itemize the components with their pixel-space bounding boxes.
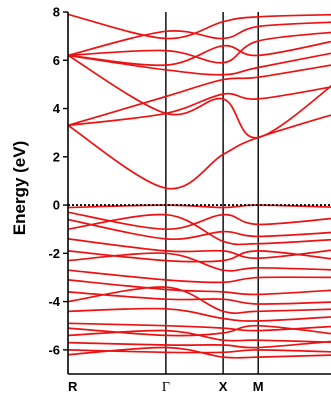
- energy-band-line: [68, 218, 331, 241]
- energy-band-line: [68, 213, 331, 246]
- kpoint-separators: [165, 12, 259, 374]
- y-tick-label: 2: [53, 149, 60, 164]
- axes: [67, 12, 331, 375]
- energy-band-line: [68, 31, 331, 64]
- energy-band-line: [68, 252, 331, 272]
- energy-band-line: [68, 346, 331, 359]
- y-axis-title: Energy (eV): [10, 141, 29, 235]
- kpoint-label: X: [219, 379, 228, 394]
- energy-band-line: [68, 211, 331, 231]
- energy-bands: [68, 13, 331, 359]
- y-tick-label: 0: [53, 198, 60, 213]
- y-axis-ticks: -6 -4 -2 0 2 4 6 8: [48, 5, 68, 357]
- energy-band-line: [68, 86, 331, 127]
- energy-band-line: [68, 250, 331, 263]
- y-tick-label: -6: [48, 342, 60, 357]
- energy-band-line: [68, 307, 331, 322]
- energy-band-line: [68, 269, 331, 284]
- energy-band-line: [68, 279, 331, 296]
- y-tick-label: 6: [53, 53, 60, 68]
- y-tick-label: 4: [53, 101, 61, 116]
- energy-band-line: [68, 349, 331, 354]
- energy-band-line: [68, 52, 331, 76]
- y-tick-label: -2: [48, 246, 60, 261]
- energy-band-line: [68, 54, 331, 139]
- kpoint-label: R: [68, 379, 78, 394]
- energy-band-line: [68, 286, 331, 315]
- kpoint-label: M: [253, 379, 264, 394]
- energy-band-line: [68, 21, 331, 57]
- energy-band-line: [68, 238, 331, 260]
- energy-band-line: [68, 324, 331, 337]
- kpoint-label: Γ: [162, 380, 170, 395]
- y-tick-label: -4: [48, 294, 60, 309]
- energy-band-line: [68, 322, 331, 332]
- energy-band-line: [68, 291, 331, 305]
- energy-band-line: [68, 13, 331, 40]
- energy-band-line: [68, 40, 331, 67]
- energy-band-line: [68, 204, 331, 209]
- energy-band-line: [68, 329, 331, 344]
- energy-band-line: [68, 64, 331, 127]
- energy-band-line: [68, 114, 331, 190]
- energy-band-line: [68, 340, 331, 349]
- y-tick-label: 8: [53, 5, 60, 20]
